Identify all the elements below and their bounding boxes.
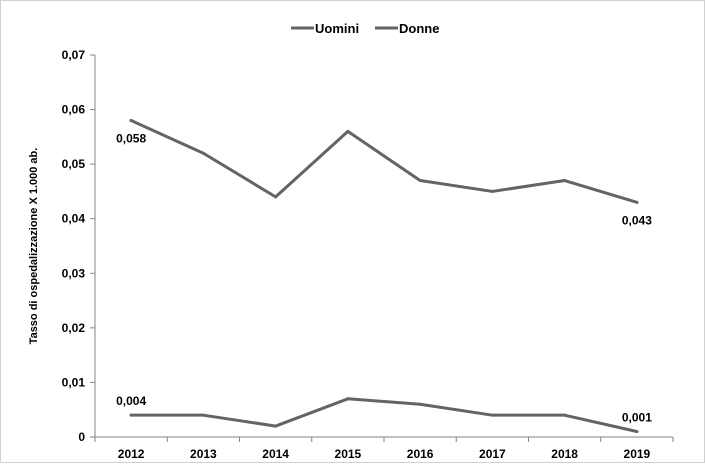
y-axis-title-group: Tasso di ospedalizzazione X 1.000 ab. (28, 148, 40, 345)
y-tick-label: 0,01 (62, 375, 86, 389)
data-label: 0,043 (622, 213, 652, 227)
data-point-uomini (563, 179, 567, 183)
x-tick-label: 2014 (262, 447, 289, 461)
x-tick-label: 2019 (624, 447, 651, 461)
data-point-donne (274, 424, 278, 428)
y-tick-label: 0 (78, 430, 85, 444)
data-point-donne (201, 413, 205, 417)
data-point-uomini (274, 195, 278, 199)
y-axis-title: Tasso di ospedalizzazione X 1.000 ab. (28, 148, 40, 345)
series-line-uomini (129, 118, 639, 204)
data-point-uomini (635, 200, 639, 204)
data-labels-layer: 0,058 0,043 0,004 0,001 (116, 131, 652, 424)
y-tick-label: 0,05 (62, 157, 86, 171)
data-point-uomini (418, 179, 422, 183)
data-point-uomini (490, 189, 494, 193)
y-tick-label: 0,04 (62, 212, 86, 226)
series-line-donne (129, 397, 639, 434)
data-point-uomini (129, 118, 133, 122)
legend-label-donne: Donne (399, 21, 439, 36)
x-tick-label: 2018 (551, 447, 578, 461)
series-layer (129, 118, 639, 434)
y-tick-label: 0,06 (62, 103, 86, 117)
x-tick-label: 2012 (118, 447, 145, 461)
x-tick-label: 2017 (479, 447, 506, 461)
x-tick-label: 2016 (407, 447, 434, 461)
y-tick-label: 0,02 (62, 321, 86, 335)
y-tick-label: 0,03 (62, 266, 86, 280)
data-point-donne (490, 413, 494, 417)
x-tick-label: 2015 (335, 447, 362, 461)
axes: 0 0,01 0,02 0,03 0,04 0,05 0,06 0,07 2012 2013 201… (62, 48, 674, 461)
data-point-donne (418, 402, 422, 406)
data-label: 0,058 (116, 131, 146, 145)
x-tick-label: 2013 (190, 447, 217, 461)
legend: Uomini Donne (291, 21, 439, 36)
data-point-donne (563, 413, 567, 417)
data-label: 0,001 (622, 411, 652, 425)
legend-label-uomini: Uomini (315, 21, 359, 36)
data-point-donne (129, 413, 133, 417)
y-tick-label: 0,07 (62, 48, 86, 62)
data-label: 0,004 (116, 394, 146, 408)
data-point-donne (346, 397, 350, 401)
data-point-uomini (201, 151, 205, 155)
data-point-donne (635, 430, 639, 434)
data-point-uomini (346, 129, 350, 133)
